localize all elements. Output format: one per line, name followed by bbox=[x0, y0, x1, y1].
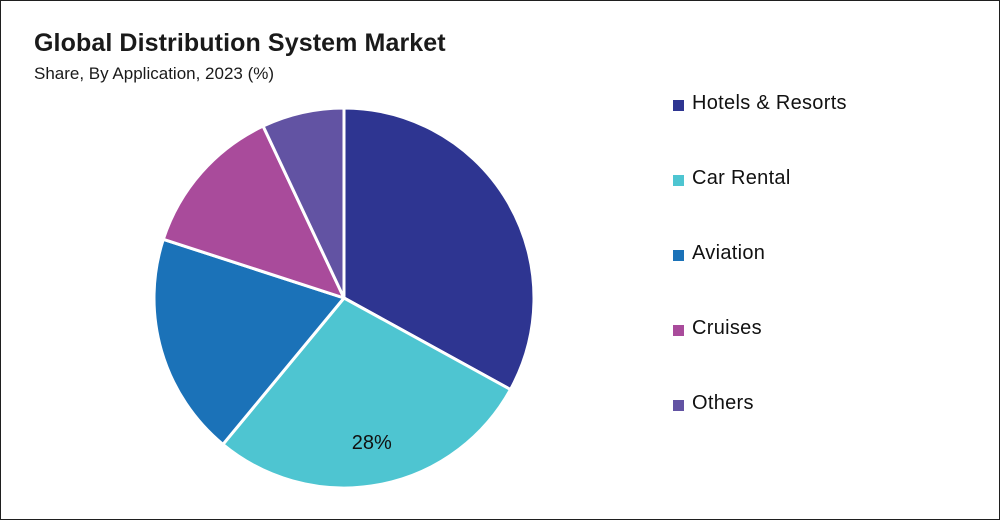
legend-label: Cruises bbox=[692, 317, 762, 339]
chart-subtitle: Share, By Application, 2023 (%) bbox=[34, 64, 275, 83]
pie-slice-hotels-resorts bbox=[342, 106, 536, 392]
pie-slice-others bbox=[261, 106, 346, 300]
pie-data-labels: 28% bbox=[352, 432, 392, 454]
pie-data-label-car-rental: 28% bbox=[352, 432, 392, 454]
legend-label: Hotels & Resorts bbox=[692, 92, 847, 114]
legend-swatch bbox=[673, 400, 684, 411]
legend-label: Car Rental bbox=[692, 167, 791, 189]
legend-swatch bbox=[673, 100, 684, 111]
pie-slice-cruises bbox=[161, 124, 346, 300]
legend-swatch bbox=[673, 250, 684, 261]
legend-item-cruises: Cruises bbox=[673, 312, 973, 387]
legend-item-aviation: Aviation bbox=[673, 237, 973, 312]
legend-swatch bbox=[673, 325, 684, 336]
legend-item-others: Others bbox=[673, 387, 973, 462]
chart-title: Global Distribution System Market bbox=[34, 29, 446, 57]
legend-label: Aviation bbox=[692, 242, 766, 264]
legend-swatch bbox=[673, 175, 684, 186]
legend-item-hotels-resorts: Hotels & Resorts bbox=[673, 87, 973, 162]
pie-slice-aviation bbox=[152, 237, 346, 446]
pie-slices bbox=[152, 106, 536, 490]
legend-label: Others bbox=[692, 392, 754, 414]
pie-slice-car-rental bbox=[221, 296, 512, 490]
legend-item-car-rental: Car Rental bbox=[673, 162, 973, 237]
chart-legend: Hotels & Resorts Car Rental Aviation Cru… bbox=[673, 87, 973, 462]
